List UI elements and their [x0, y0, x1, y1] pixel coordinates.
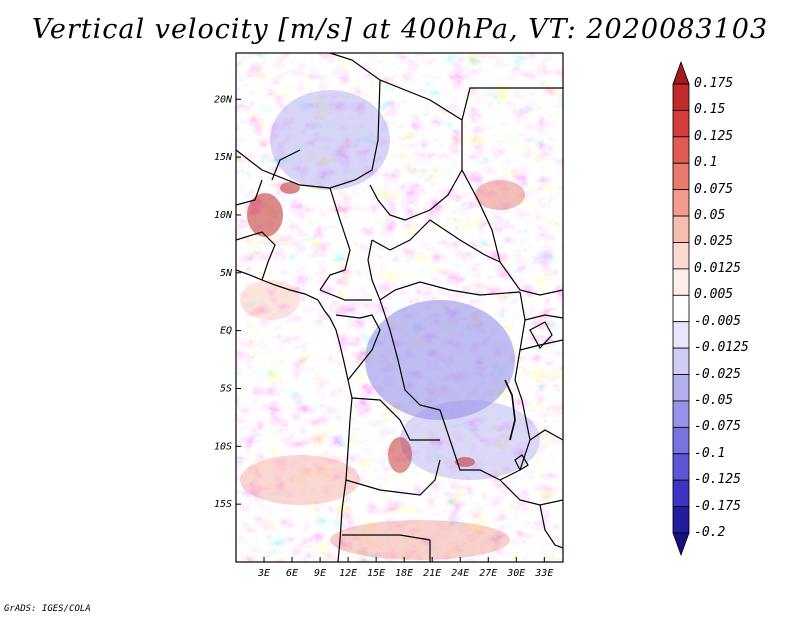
x-tick-label: 24E [451, 568, 469, 579]
colorbar-segment [672, 162, 690, 191]
y-tick-label: 10S [214, 441, 232, 452]
vertical-velocity-field [236, 53, 563, 562]
colorbar-segment [672, 506, 690, 534]
y-axis: 20N 15N 10N 5N EQ 5S 10S 15S [214, 94, 241, 510]
colorbar-label: -0.125 [694, 472, 741, 488]
colorbar-label: -0.175 [694, 498, 741, 514]
colorbar-label: -0.025 [694, 366, 741, 382]
colorbar-label: -0.2 [694, 525, 726, 540]
colorbar-segment [672, 453, 690, 481]
colorbar-label: 0.025 [694, 234, 734, 250]
colorbar-label: 0.15 [694, 102, 726, 118]
colorbar-segment [672, 215, 690, 243]
colorbar-segment [672, 110, 690, 138]
x-tick-label: 21E [423, 568, 441, 579]
y-tick-label: 10N [214, 210, 233, 221]
credit-text: GrADS: IGES/COLA [4, 604, 91, 614]
colorbar-segment [672, 294, 690, 323]
y-tick-label: 15N [214, 152, 233, 163]
y-tick-label: 15S [214, 499, 232, 510]
colorbar-label: -0.0125 [694, 340, 749, 356]
chart-title: Vertical velocity [m/s] at 400hPa, VT: 2… [31, 14, 769, 45]
colorbar-label: -0.1 [694, 445, 726, 461]
colorbar-label: 0.0125 [694, 260, 741, 276]
colorbar-label: -0.075 [694, 419, 741, 435]
map-frame [235, 52, 564, 563]
colorbar-bottom-arrow [672, 532, 690, 557]
colorbar-segment [672, 189, 690, 217]
colorbar-top-arrow [672, 60, 690, 85]
y-tick-label: 5S [220, 383, 232, 394]
colorbar-segment [672, 400, 690, 428]
colorbar-segment [672, 136, 690, 164]
colorbar-label: 0.175 [694, 76, 734, 91]
colorbar-label: 0.1 [694, 155, 718, 171]
colorbar-segment [672, 426, 690, 455]
x-tick-label: 3E [257, 568, 270, 579]
x-tick-label: 6E [286, 568, 298, 579]
colorbar-label: 0.005 [694, 287, 734, 303]
colorbar-label: -0.05 [694, 392, 734, 408]
x-tick-label: 33E [534, 568, 553, 579]
colorbar-segment [672, 321, 690, 349]
colorbar-label: 0.125 [694, 128, 734, 144]
colorbar-segment [672, 347, 690, 375]
colorbar-segment [672, 479, 690, 507]
colorbar-segment [672, 374, 690, 402]
y-tick-label: EQ [220, 326, 232, 337]
colorbar-segment [672, 268, 690, 296]
colorbar-label: 0.05 [694, 208, 726, 224]
colorbar-segment [672, 83, 690, 111]
x-tick-label: 15E [367, 568, 385, 579]
y-tick-label: 20N [214, 94, 233, 105]
colorbar-label: 0.075 [694, 181, 734, 197]
x-tick-label: 27E [479, 568, 497, 579]
x-axis: 3E 6E 9E 12E 15E 18E 21E 24E 27E 30E 33E [257, 557, 553, 579]
x-tick-label: 30E [506, 568, 525, 579]
colorbar [672, 60, 690, 557]
country-boundaries [236, 53, 563, 562]
colorbar-label: -0.005 [694, 313, 741, 329]
colorbar-segment [672, 242, 690, 270]
x-tick-label: 18E [395, 568, 413, 579]
y-tick-label: 5N [220, 268, 233, 279]
x-tick-label: 12E [339, 568, 357, 579]
x-tick-label: 9E [314, 568, 326, 579]
